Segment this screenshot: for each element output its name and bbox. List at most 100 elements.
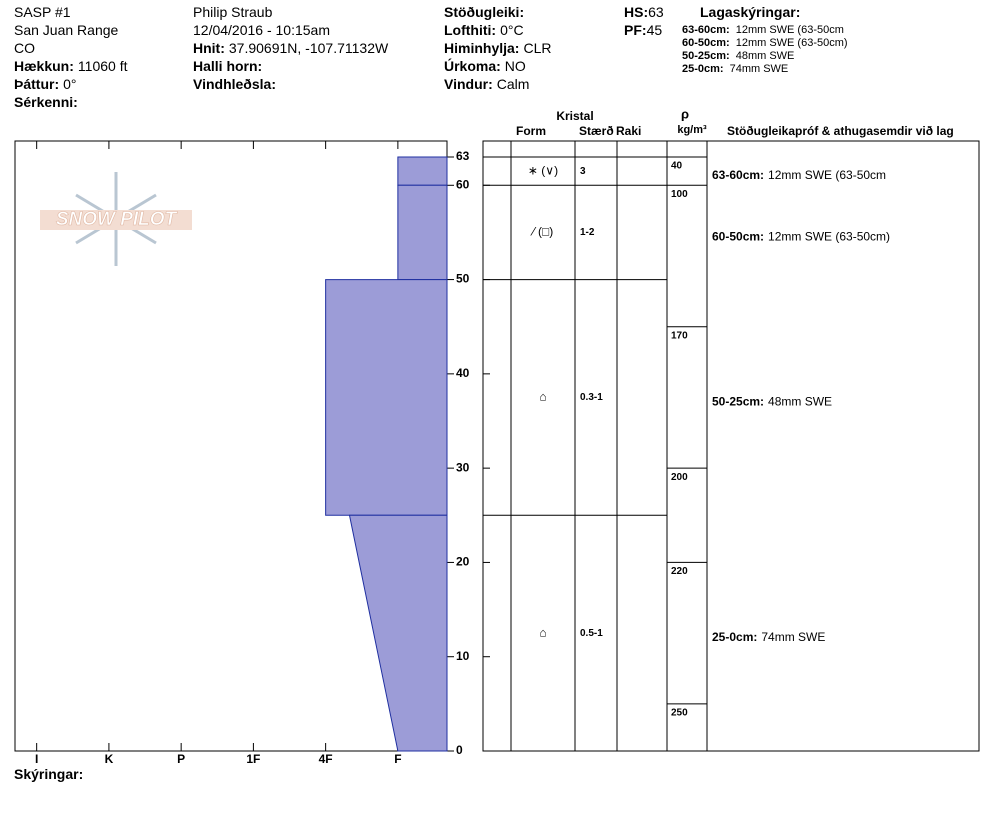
header-field: Úrkoma: NO (444, 58, 526, 74)
hdr-comments: Stöðugleikapróf & athugasemdir við lag (727, 124, 954, 138)
hardness-layer (325, 279, 448, 516)
header-field: HS:63 (624, 4, 664, 20)
crystal-form: ⌂ (539, 625, 546, 639)
legend-entry: 50-25cm: 48mm SWE (682, 50, 794, 62)
field-value: 63 (648, 4, 664, 20)
field-value: CLR (523, 40, 552, 56)
footer: Skýringar: (14, 766, 84, 782)
header-field: Halli horn: (193, 58, 266, 74)
field-label: Stöðugleiki: (444, 4, 525, 20)
y-tick-label: 20 (456, 555, 470, 569)
x-tick-label: 4F (319, 752, 333, 766)
hdr-density-unit: kg/m³ (677, 124, 707, 136)
field-label: Vindur: (444, 76, 493, 92)
comment-text: 12mm SWE (63-50cm) (768, 230, 890, 244)
field-label: Hnit: (193, 40, 225, 56)
legend-text: 48mm SWE (735, 50, 795, 62)
density-label: 170 (671, 330, 688, 341)
field-label: Vindhleðsla: (193, 76, 276, 92)
x-tick-label: I (35, 752, 38, 766)
layer-comment: 50-25cm: 48mm SWE (712, 395, 832, 409)
field-value: NO (504, 58, 526, 74)
field-value: CO (14, 40, 35, 56)
header-field: Hækkun: 11060 ft (14, 58, 127, 74)
table-frame (482, 140, 980, 752)
logo-band (40, 210, 192, 230)
header-field: SASP #1 (14, 4, 71, 20)
header-field: San Juan Range (14, 22, 118, 38)
field-value: 37.90691N, -107.71132W (228, 40, 389, 56)
comment-label: 25-0cm: (712, 630, 757, 644)
legend-title: Lagaskýringar: (700, 4, 801, 20)
header-field: Himinhylja: CLR (444, 40, 551, 56)
hdr-size: Stærð (579, 124, 614, 138)
layer-comment: 63-60cm: 12mm SWE (63-50cm (712, 168, 886, 182)
field-value: 11060 ft (77, 58, 128, 74)
field-label: Halli horn: (193, 58, 263, 74)
crystal-size: 0.5-1 (580, 628, 603, 639)
header-field: PF:45 (624, 22, 662, 38)
legend-entry: 60-50cm: 12mm SWE (63-50cm) (682, 37, 848, 49)
density-label: 40 (671, 161, 683, 172)
hardness-layer (397, 156, 448, 186)
comment-label: 63-60cm: (712, 168, 764, 182)
field-label: Úrkoma: (444, 58, 501, 74)
legend-text: 74mm SWE (729, 63, 789, 75)
legend-entry: 25-0cm: 74mm SWE (682, 63, 788, 75)
field-label: HS: (624, 4, 649, 20)
header-field: Hnit: 37.90691N, -107.71132W (193, 40, 388, 56)
crystal-form: ∗ (∨) (528, 163, 558, 177)
logo-text: SNOW PILOT (56, 209, 178, 230)
y-tick-label: 63 (456, 149, 470, 163)
comment-text: 48mm SWE (768, 395, 832, 409)
crystal-size: 1-2 (580, 227, 595, 238)
y-tick-label: 50 (456, 272, 470, 286)
density-label: 200 (671, 472, 688, 483)
comment-text: 12mm SWE (63-50cm (768, 168, 886, 182)
y-tick-label: 30 (456, 460, 470, 474)
legend-text: 12mm SWE (63-50cm) (735, 37, 848, 49)
legend-text: 12mm SWE (63-50cm (735, 24, 844, 36)
legend-label: 63-60cm: (682, 24, 730, 36)
field-label: Þáttur: (14, 76, 60, 92)
comment-label: 50-25cm: (712, 395, 764, 409)
x-tick-label: P (177, 752, 185, 766)
crystal-form: ⌂ (539, 390, 546, 404)
y-tick-label: 60 (456, 177, 470, 191)
table-columns (510, 141, 708, 751)
legend-label: 25-0cm: (682, 63, 724, 75)
field-label: Hækkun: (14, 58, 74, 74)
x-tick-label: F (394, 752, 401, 766)
header-field: Sérkenni: (14, 94, 82, 110)
hdr-moisture: Raki (616, 124, 641, 138)
layer-comment: 25-0cm: 74mm SWE (712, 630, 825, 644)
crystal-form: ⁄ (□) (530, 225, 554, 239)
y-tick-label: 0 (456, 743, 463, 757)
field-value: 12/04/2016 - 10:15am (193, 22, 330, 38)
header-field: Vindur: Calm (444, 76, 529, 92)
header-field: Lofthiti: 0°C (444, 22, 524, 38)
field-label: Lofthiti: (444, 22, 497, 38)
legend-label: 60-50cm: (682, 37, 730, 49)
header-field: Philip Straub (193, 4, 272, 20)
x-tick-label: K (105, 752, 114, 766)
field-label: PF: (624, 22, 647, 38)
layer-comment: 60-50cm: 12mm SWE (63-50cm) (712, 230, 890, 244)
hdr-rho: ρ (681, 106, 689, 121)
crystal-size: 3 (580, 166, 586, 177)
field-value: San Juan Range (14, 22, 119, 38)
field-value: Philip Straub (193, 4, 273, 20)
comment-label: 60-50cm: (712, 230, 764, 244)
header-field: CO (14, 40, 35, 56)
density-label: 100 (671, 189, 688, 200)
legend-entry: 63-60cm: 12mm SWE (63-50cm (682, 24, 844, 36)
field-value: Calm (496, 76, 530, 92)
density-label: 220 (671, 566, 688, 577)
field-value: 45 (646, 22, 663, 38)
y-tick-label: 10 (456, 649, 470, 663)
hardness-layer (397, 184, 448, 281)
y-tick-label: 40 (456, 366, 470, 380)
header-field: 12/04/2016 - 10:15am (193, 22, 330, 38)
header-field: Stöðugleiki: (444, 4, 528, 20)
